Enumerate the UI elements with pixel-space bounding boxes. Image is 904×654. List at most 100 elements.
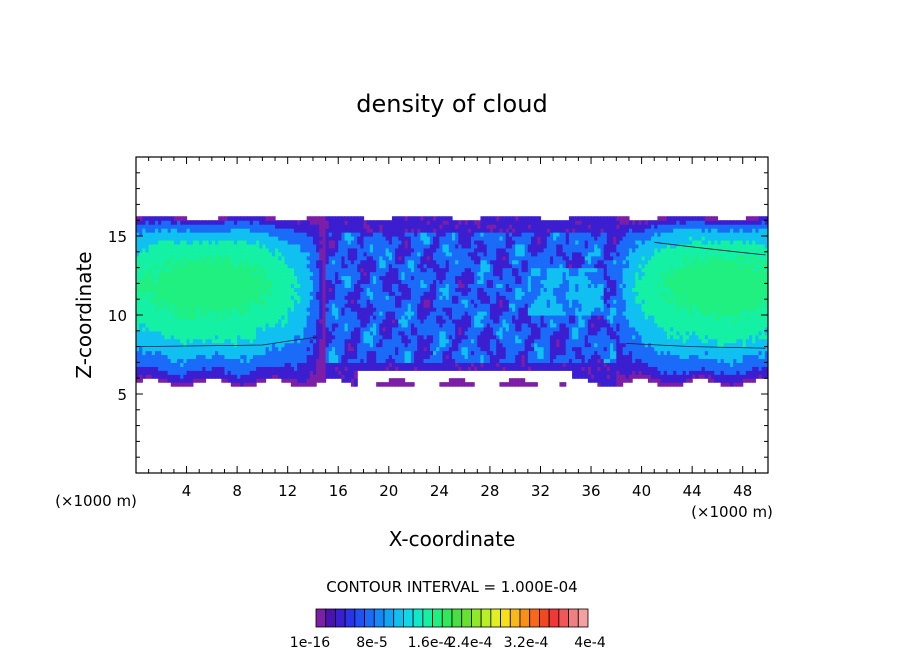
field-cell xyxy=(278,318,282,324)
field-cell xyxy=(224,338,229,344)
field-cell xyxy=(164,370,169,375)
field-cell xyxy=(341,251,346,257)
field-cell xyxy=(493,271,497,277)
field-cell xyxy=(281,334,286,340)
field-cell xyxy=(489,287,494,292)
field-cell xyxy=(467,232,472,237)
field-cell xyxy=(414,346,418,352)
field-cell xyxy=(271,251,276,257)
field-cell xyxy=(205,303,210,308)
field-cell xyxy=(401,216,406,221)
field-cell xyxy=(401,338,406,344)
field-cell xyxy=(306,342,311,348)
field-cell xyxy=(312,315,317,320)
field-cell xyxy=(417,291,421,296)
field-cell xyxy=(262,358,267,363)
field-cell xyxy=(442,326,447,332)
field-cell xyxy=(452,326,456,332)
field-cell xyxy=(303,255,308,261)
field-cell xyxy=(303,374,308,379)
field-cell xyxy=(407,342,412,348)
field-cell xyxy=(221,251,226,257)
field-cell xyxy=(474,220,478,225)
field-cell xyxy=(328,291,333,296)
field-cell xyxy=(183,287,188,292)
field-cell xyxy=(477,228,482,233)
field-cell xyxy=(344,283,349,288)
field-cell xyxy=(243,291,248,296)
field-cell xyxy=(252,330,257,336)
field-cell xyxy=(252,247,257,253)
field-cell xyxy=(360,228,365,233)
field-cell xyxy=(426,322,431,328)
field-cell xyxy=(256,271,260,277)
field-cell xyxy=(158,307,162,312)
field-cell xyxy=(470,228,475,233)
field-cell xyxy=(445,255,450,261)
field-cell xyxy=(417,220,421,225)
field-cell xyxy=(167,271,172,277)
field-cell xyxy=(211,311,216,316)
field-cell xyxy=(398,283,403,288)
field-cell xyxy=(360,263,365,269)
field-cell xyxy=(508,330,513,336)
field-cell xyxy=(363,334,368,340)
field-cell xyxy=(483,362,488,367)
field-cell xyxy=(486,287,491,292)
field-cell xyxy=(189,338,194,344)
field-cell xyxy=(436,287,440,292)
field-cell xyxy=(300,236,305,241)
field-cell xyxy=(233,366,238,371)
field-cell xyxy=(259,338,263,344)
field-cell xyxy=(177,374,181,379)
field-cell xyxy=(246,362,251,367)
field-cell xyxy=(186,358,191,363)
field-cell xyxy=(474,326,478,332)
field-cell xyxy=(259,263,263,269)
field-cell xyxy=(417,299,421,304)
field-cell xyxy=(142,322,147,328)
field-cell xyxy=(256,311,260,316)
field-cell xyxy=(221,354,226,360)
field-cell xyxy=(243,251,248,257)
field-cell xyxy=(303,366,308,371)
field-cell xyxy=(518,303,523,308)
field-cell xyxy=(306,259,311,265)
field-cell xyxy=(414,259,418,265)
field-cell xyxy=(208,315,213,320)
field-cell xyxy=(480,354,485,360)
field-cell xyxy=(508,239,513,245)
field-cell xyxy=(297,338,301,344)
field-cell xyxy=(388,291,393,296)
field-cell xyxy=(227,342,232,348)
field-cell xyxy=(455,338,459,344)
field-cell xyxy=(410,346,415,352)
field-cell xyxy=(423,346,428,352)
field-cell xyxy=(265,315,270,320)
field-cell xyxy=(142,224,147,229)
field-cell xyxy=(164,239,169,245)
field-cell xyxy=(142,243,147,249)
field-cell xyxy=(281,350,286,356)
field-cell xyxy=(423,259,428,265)
field-cell xyxy=(385,220,390,225)
field-cell xyxy=(360,315,365,320)
field-cell xyxy=(391,228,396,233)
field-cell xyxy=(407,338,412,344)
field-cell xyxy=(136,224,140,229)
field-cell xyxy=(461,291,466,296)
field-cell xyxy=(391,299,396,304)
field-cell xyxy=(414,338,418,344)
field-cell xyxy=(227,358,232,363)
field-cell xyxy=(259,318,263,324)
field-cell xyxy=(139,354,143,360)
field-cell xyxy=(379,224,384,229)
field-cell xyxy=(148,263,153,269)
field-cell xyxy=(290,378,295,383)
field-cell xyxy=(369,267,374,273)
field-cell xyxy=(448,307,453,312)
field-cell xyxy=(360,236,365,241)
field-cell xyxy=(376,311,380,316)
field-cell xyxy=(452,322,456,328)
field-cell xyxy=(170,307,175,312)
